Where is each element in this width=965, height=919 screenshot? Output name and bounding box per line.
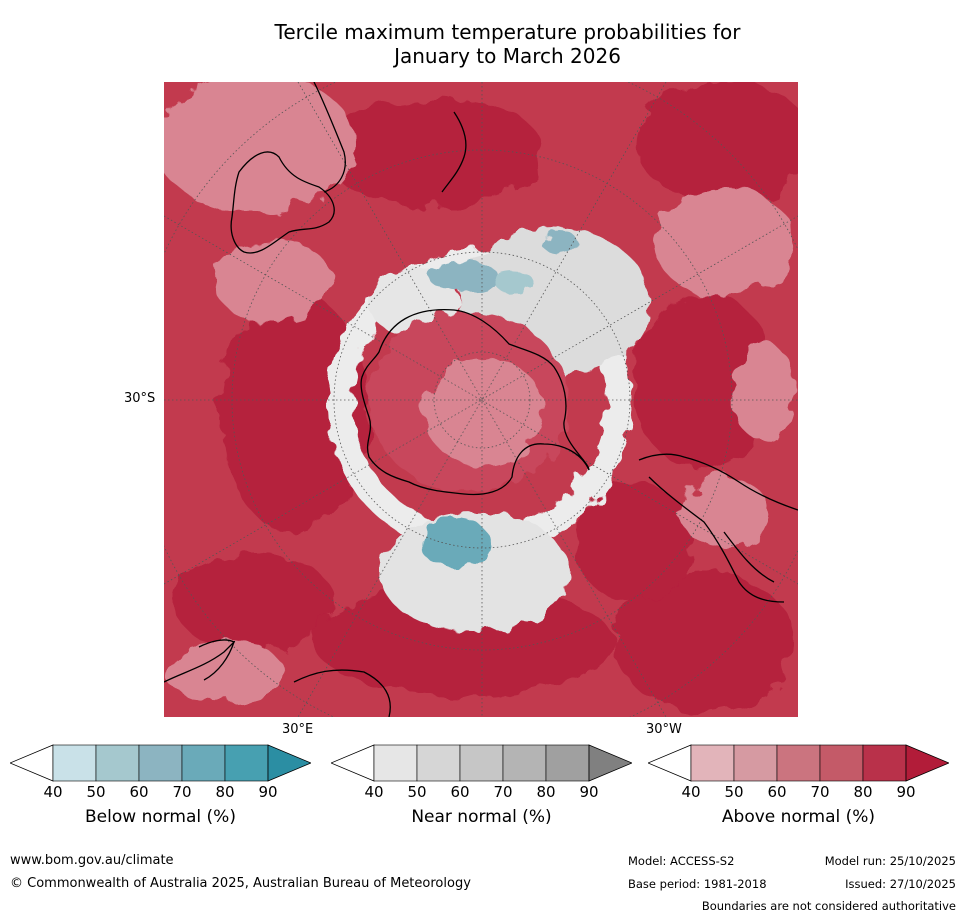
colorbar-segment [416, 744, 461, 782]
colorbar-tick-label: 50 [86, 783, 106, 801]
southern-africa-coast [198, 639, 235, 681]
longitude-label-east: 30°E [282, 722, 314, 737]
colorbar-segment [502, 744, 547, 782]
colorbar-segment [224, 744, 269, 782]
colorbar-tick-label: 50 [724, 783, 744, 801]
colorbar-tick-label: 70 [810, 783, 830, 801]
colorbar-above-normal: 40 50 60 70 80 90 Above normal (%) [646, 744, 951, 834]
colorbar-near-normal: 40 50 60 70 80 90 Near normal (%) [329, 744, 634, 834]
colorbar-graphic [8, 744, 313, 782]
colorbar-tick-label: 80 [853, 783, 873, 801]
colorbar-graphic [329, 744, 634, 782]
colorbar-tick-label: 70 [172, 783, 192, 801]
colorbar-extend-high [905, 744, 951, 782]
colorbar-tick-label: 90 [258, 783, 278, 801]
colorbar-tick-label: 80 [536, 783, 556, 801]
colorbar-title: Above normal (%) [721, 807, 876, 827]
colorbar-segment [138, 744, 183, 782]
polar-map[interactable] [164, 82, 798, 717]
map-canvas [164, 82, 798, 717]
above-deep-regions [174, 82, 798, 712]
colorbar-segment [95, 744, 140, 782]
colorbar-tick-label: 40 [681, 783, 701, 801]
colorbar-extend-low [329, 744, 375, 782]
footer-issued: Issued: 27/10/2025 [845, 877, 956, 891]
new-zealand-coast [441, 111, 467, 193]
colorbar-tick-label: 50 [407, 783, 427, 801]
chart-title: Tercile maximum temperature probabilitie… [160, 20, 855, 68]
colorbar-extend-high [267, 744, 313, 782]
colorbar-tick-label: 40 [43, 783, 63, 801]
longitude-label-west: 30°W [646, 722, 682, 737]
colorbar-tick-label: 60 [767, 783, 787, 801]
footer-website[interactable]: www.bom.gov.au/climate [10, 853, 174, 868]
colorbar-tick-label: 60 [450, 783, 470, 801]
footer-disclaimer: Boundaries are not considered authoritat… [701, 899, 956, 913]
colorbar-tick-label: 90 [579, 783, 599, 801]
colorbar-extend-low [8, 744, 54, 782]
colorbar-tick-label: 70 [493, 783, 513, 801]
colorbar-tick-label: 90 [896, 783, 916, 801]
antarctica-coast [360, 308, 590, 496]
graticule [164, 82, 798, 717]
antarctica-field [369, 312, 569, 492]
colorbar-tick-label: 80 [215, 783, 235, 801]
colorbar-segment [545, 744, 590, 782]
colorbar-title: Near normal (%) [411, 807, 552, 827]
title-line-1: Tercile maximum temperature probabilitie… [274, 20, 741, 44]
below-normal-patches [419, 230, 577, 567]
colorbar-title: Below normal (%) [85, 807, 236, 827]
coastlines [164, 82, 798, 717]
footer-model: Model: ACCESS-S2 [628, 854, 735, 868]
colorbar-tick-label: 40 [364, 783, 384, 801]
footer-model-run: Model run: 25/10/2025 [824, 854, 956, 868]
colorbar-segment [52, 744, 97, 782]
colorbar-extend-low [646, 744, 692, 782]
colorbar-segment [690, 744, 735, 782]
colorbar-graphic [646, 744, 951, 782]
australia-east-coast [313, 82, 346, 193]
australia-coast [230, 151, 335, 254]
title-line-2: January to March 2026 [394, 44, 621, 68]
latitude-label: 30°S [124, 391, 156, 406]
colorbar-extend-high [588, 744, 634, 782]
colorbar-tick-label: 60 [129, 783, 149, 801]
footer-base-period: Base period: 1981-2018 [628, 877, 767, 891]
colorbar-segment [733, 744, 778, 782]
footer-copyright: © Commonwealth of Australia 2025, Austra… [10, 876, 471, 891]
south-america-coast [638, 453, 798, 603]
colorbar-segment [181, 744, 226, 782]
colorbar-segment [776, 744, 821, 782]
colorbar-segment [862, 744, 907, 782]
colorbar-segment [373, 744, 418, 782]
colorbar-below-normal: 40 50 60 70 80 90 Below normal (%) [8, 744, 313, 834]
colorbar-segment [819, 744, 864, 782]
colorbar-segment [459, 744, 504, 782]
